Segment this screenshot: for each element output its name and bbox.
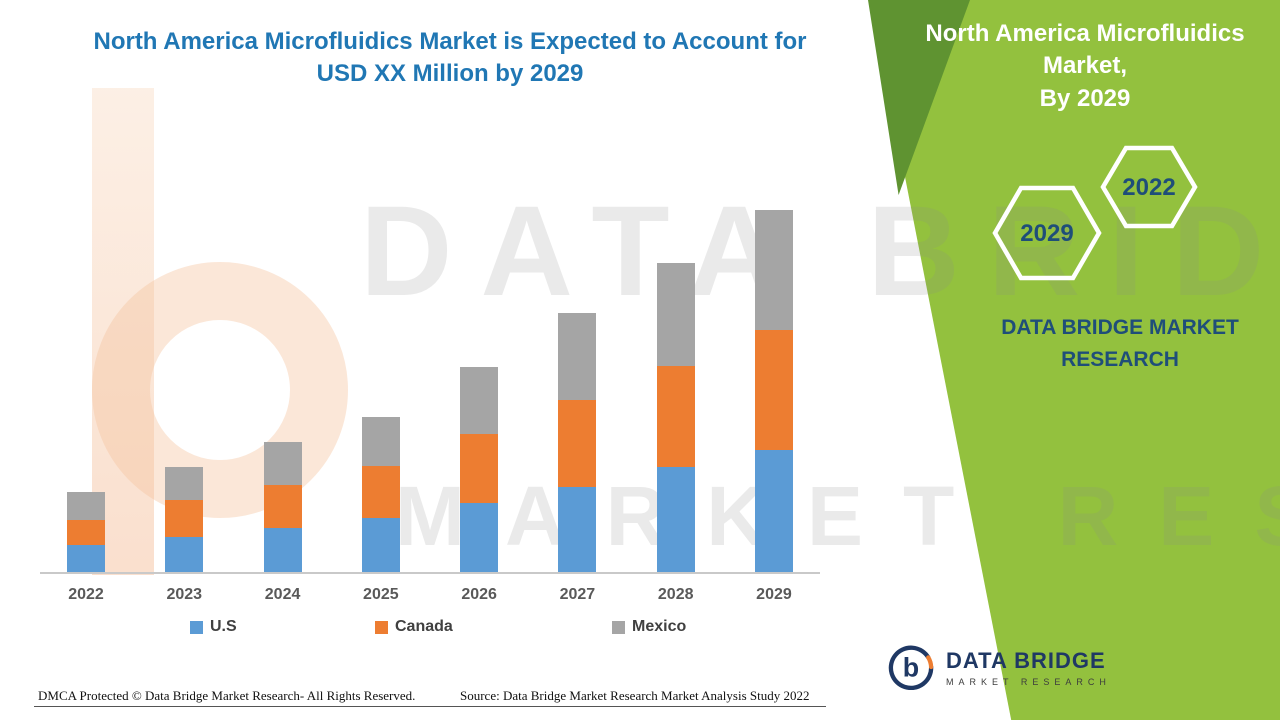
x-labels-row: 2022 2023 2024 2025 2026 2027 2028 2029	[50, 586, 810, 604]
bars-row	[50, 192, 810, 572]
bar-segment-mexico-2028	[656, 263, 695, 366]
footer-dmca-text: DMCA Protected © Data Bridge Market Rese…	[38, 688, 416, 703]
bar-column-2024	[253, 192, 313, 572]
bar-segment-us-2022	[67, 545, 105, 572]
legend-swatch-us	[190, 620, 203, 634]
x-axis-label-2024: 2024	[264, 586, 301, 603]
bar-column-2022	[56, 192, 116, 572]
legend-label-canada: Canada	[395, 618, 453, 635]
bar-stack-2023	[165, 467, 204, 572]
bar-stack-2024	[263, 442, 302, 572]
logo-title: DATA BRIDGE	[946, 647, 1106, 673]
chart-title-line1: North America Microfluidics Market is Ex…	[93, 28, 807, 55]
bar-stack-2028	[656, 263, 695, 572]
bar-column-2029	[744, 192, 804, 572]
bar-segment-mexico-2029	[754, 210, 793, 330]
bar-segment-us-2028	[656, 467, 695, 572]
bar-segment-mexico-2027	[558, 313, 597, 400]
side-panel-headline: North America Microfluidics Market, By 2…	[900, 18, 1270, 115]
bar-segment-us-2025	[361, 518, 400, 572]
x-axis-label-2028: 2028	[657, 586, 694, 603]
bar-stack-2025	[361, 417, 400, 572]
bar-segment-canada-2028	[656, 366, 695, 467]
bar-stack-2029	[754, 210, 793, 572]
bar-segment-canada-2027	[558, 400, 597, 487]
legend-label-mexico: Mexico	[632, 618, 687, 635]
legend-item-us: U.S	[190, 618, 237, 636]
bar-segment-canada-2026	[460, 434, 499, 503]
bar-column-2025	[351, 192, 411, 572]
bar-segment-mexico-2026	[460, 367, 499, 434]
company-logo: b DATA BRIDGE MARKET RESEARCH	[888, 644, 1111, 690]
side-panel-headline-line2: By 2029	[1039, 84, 1131, 112]
bar-segment-us-2026	[460, 503, 499, 572]
side-panel-headline-line1: North America Microfluidics Market,	[925, 20, 1245, 80]
side-panel-brand-line1: DATA BRIDGE MARKET	[1001, 316, 1239, 339]
legend-item-mexico: Mexico	[612, 618, 686, 636]
bar-segment-us-2027	[558, 487, 597, 572]
footer-rule	[34, 706, 826, 707]
bar-segment-canada-2029	[754, 330, 793, 450]
svg-text:b: b	[903, 653, 919, 683]
bar-segment-canada-2025	[361, 466, 400, 518]
footer-source-text: Source: Data Bridge Market Research Mark…	[460, 688, 810, 703]
legend-label-us: U.S	[210, 618, 237, 635]
bar-segment-mexico-2025	[361, 417, 400, 466]
legend-swatch-canada	[375, 620, 388, 634]
chart-title: North America Microfluidics Market is Ex…	[40, 26, 860, 91]
bar-column-2023	[154, 192, 214, 572]
x-axis-label-2029: 2029	[756, 586, 792, 603]
x-axis-label-2026: 2026	[461, 586, 497, 603]
bar-column-2028	[646, 192, 706, 572]
bar-segment-us-2029	[754, 450, 793, 572]
x-axis-label-2023: 2023	[166, 586, 203, 603]
x-axis-line	[40, 572, 820, 574]
bar-segment-canada-2023	[165, 500, 204, 537]
x-axis-label-2027: 2027	[559, 586, 596, 603]
side-panel-brand: DATA BRIDGE MARKET RESEARCH	[960, 312, 1280, 375]
bar-column-2027	[547, 192, 607, 572]
bar-segment-us-2023	[165, 537, 204, 572]
bar-segment-canada-2024	[263, 485, 302, 528]
x-axis-label-2025: 2025	[363, 586, 399, 603]
bar-column-2026	[449, 192, 509, 572]
bar-segment-canada-2022	[67, 520, 105, 545]
legend-swatch-mexico	[612, 620, 625, 634]
bar-stack-2026	[460, 367, 499, 572]
bar-stack-2027	[558, 313, 597, 572]
bar-segment-mexico-2022	[67, 492, 105, 520]
bar-segment-us-2024	[263, 528, 302, 572]
side-panel-brand-line2: RESEARCH	[1061, 347, 1179, 371]
bar-segment-mexico-2023	[165, 467, 204, 500]
company-logo-text: DATA BRIDGE MARKET RESEARCH	[946, 648, 1111, 687]
data-bridge-logo-icon: b	[888, 645, 934, 690]
x-axis-label-2022: 2022	[68, 586, 104, 603]
bar-stack-2022	[67, 492, 105, 572]
legend-item-canada: Canada	[375, 618, 453, 636]
bar-segment-mexico-2024	[263, 442, 302, 485]
logo-subtitle: MARKET RESEARCH	[946, 676, 1111, 687]
chart-title-line2: USD XX Million by 2029	[316, 60, 584, 88]
